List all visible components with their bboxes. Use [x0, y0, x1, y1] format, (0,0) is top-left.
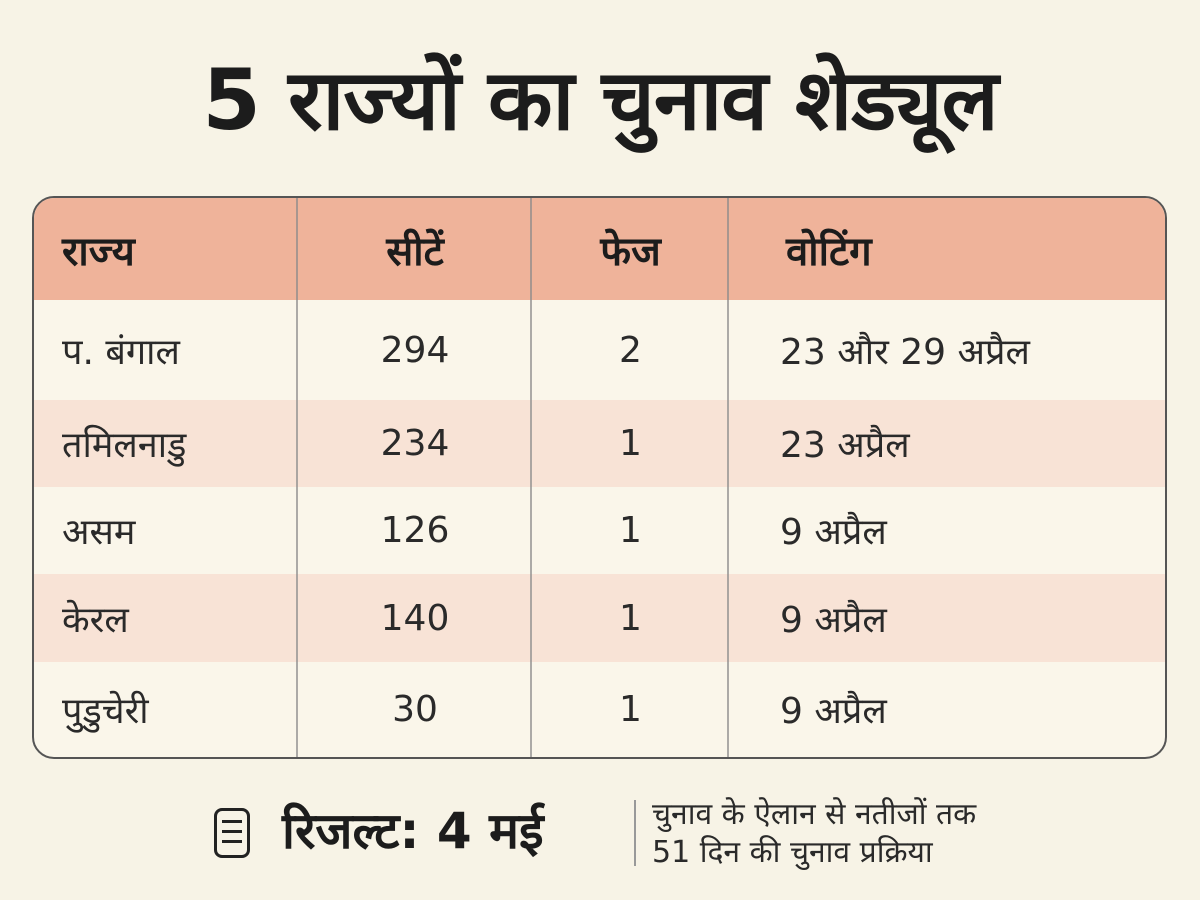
phase-cell: 1	[619, 510, 642, 551]
state-cell: पुडुचेरी	[62, 691, 149, 732]
seats-cell: 294	[380, 329, 450, 371]
header-state: राज्य	[62, 228, 135, 275]
list-icon	[214, 808, 250, 858]
seats-cell: 140	[380, 597, 450, 639]
voting-cell: 9 अप्रैल	[780, 599, 887, 641]
seats-cell: 234	[380, 423, 450, 464]
phase-cell: 1	[619, 689, 642, 730]
phase-cell: 1	[619, 597, 642, 639]
table-header-row: राज्य सीटें फेज वोटिंग	[34, 198, 1165, 300]
table-row: असम 126 1 9 अप्रैल	[34, 487, 1165, 574]
state-cell: केरल	[62, 599, 129, 641]
column-divider	[727, 198, 729, 757]
table-row: तमिलनाडु 234 1 23 अप्रैल	[34, 400, 1165, 487]
seats-cell: 126	[380, 510, 450, 551]
note-line-2: 51 दिन की चुनाव प्रक्रिया	[652, 835, 933, 870]
column-divider	[530, 198, 532, 757]
result-date: रिजल्ट: 4 मई	[282, 802, 544, 860]
header-voting: वोटिंग	[786, 228, 872, 275]
header-phase: फेज	[600, 228, 661, 275]
table-row: केरल 140 1 9 अप्रैल	[34, 574, 1165, 662]
state-cell: तमिलनाडु	[62, 425, 187, 466]
voting-cell: 23 और 29 अप्रैल	[780, 331, 1030, 373]
state-cell: असम	[62, 512, 136, 553]
table-row: प. बंगाल 294 2 23 और 29 अप्रैल	[34, 300, 1165, 400]
state-cell: प. बंगाल	[62, 331, 180, 373]
schedule-table: राज्य सीटें फेज वोटिंग प. बंगाल 294 2 23…	[32, 196, 1167, 759]
seats-cell: 30	[392, 689, 438, 730]
footer-note: चुनाव के ऐलान से नतीजों तक 51 दिन की चुन…	[652, 796, 976, 872]
phase-cell: 2	[619, 329, 642, 371]
page-title: 5 राज्यों का चुनाव शेड्यूल	[202, 51, 998, 149]
phase-cell: 1	[619, 423, 642, 464]
column-divider	[296, 198, 298, 757]
voting-cell: 23 अप्रैल	[780, 425, 910, 466]
header-seats: सीटें	[386, 228, 444, 275]
note-line-1: चुनाव के ऐलान से नतीजों तक	[652, 797, 977, 832]
table-row: पुडुचेरी 30 1 9 अप्रैल	[34, 662, 1165, 757]
footer-divider	[634, 800, 636, 866]
voting-cell: 9 अप्रैल	[780, 512, 887, 553]
voting-cell: 9 अप्रैल	[780, 691, 887, 732]
